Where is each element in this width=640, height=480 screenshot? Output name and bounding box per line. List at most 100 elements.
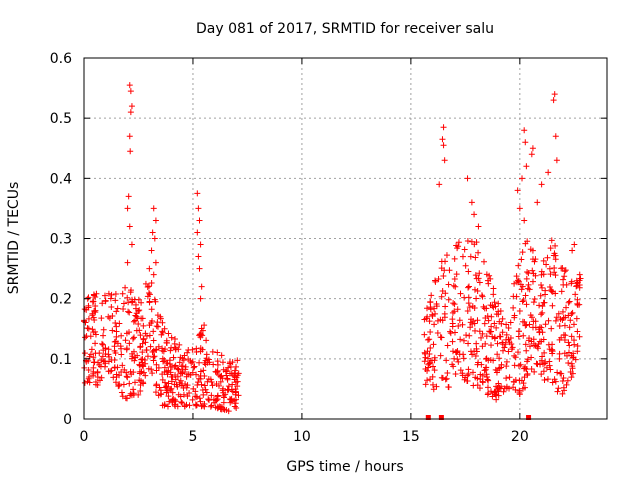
data-point: [152, 298, 159, 305]
data-point: [170, 354, 177, 361]
data-point: [436, 181, 443, 188]
data-point: [450, 282, 457, 289]
data-point: [541, 349, 548, 356]
data-point: [515, 277, 522, 284]
data-point: [558, 265, 565, 272]
data-point: [576, 301, 583, 308]
data-point: [203, 389, 210, 396]
data-point: [424, 313, 431, 320]
data-point: [478, 292, 485, 299]
data-point: [180, 391, 187, 398]
data-point: [572, 291, 579, 298]
data-point: [561, 387, 568, 394]
data-point: [130, 318, 137, 325]
data-point: [132, 379, 139, 386]
data-point: [171, 396, 178, 403]
zero-marker: [438, 415, 444, 420]
data-point: [464, 175, 471, 182]
data-point: [513, 273, 520, 280]
data-point: [465, 283, 472, 290]
data-point: [161, 364, 168, 371]
data-point: [548, 325, 555, 332]
data-point: [455, 358, 462, 365]
data-point: [451, 275, 458, 282]
data-point: [473, 348, 480, 355]
data-point: [434, 329, 441, 336]
data-point: [545, 169, 552, 176]
data-point: [152, 217, 159, 224]
data-point: [130, 369, 137, 376]
data-point: [99, 353, 106, 360]
data-point: [82, 334, 89, 341]
data-point: [132, 301, 139, 308]
data-point: [569, 363, 576, 370]
data-point: [521, 127, 528, 134]
data-point: [176, 341, 183, 348]
data-point: [549, 288, 556, 295]
data-point: [549, 302, 556, 309]
data-point: [485, 317, 492, 324]
data-point: [139, 349, 146, 356]
data-point: [214, 405, 221, 412]
data-point: [127, 88, 134, 95]
data-point: [494, 351, 501, 358]
data-point: [150, 328, 157, 335]
data-point: [197, 398, 204, 405]
data-point: [561, 350, 568, 357]
data-point: [203, 337, 210, 344]
data-point: [543, 364, 550, 371]
data-point: [447, 330, 454, 337]
data-point: [192, 393, 199, 400]
data-point: [523, 301, 530, 308]
data-point: [429, 363, 436, 370]
data-point: [567, 317, 574, 324]
data-point: [491, 320, 498, 327]
y-tick-label: 0.2: [50, 292, 72, 308]
data-point: [135, 320, 142, 327]
data-point: [92, 340, 99, 347]
data-point: [168, 378, 175, 385]
data-point: [453, 349, 460, 356]
data-point: [234, 357, 241, 364]
data-point: [465, 371, 472, 378]
data-point: [552, 242, 559, 249]
data-point: [135, 391, 142, 398]
y-tick-label: 0.1: [50, 352, 72, 368]
data-point: [559, 390, 566, 397]
data-point: [424, 336, 431, 343]
data-point: [438, 334, 445, 341]
data-point: [152, 389, 159, 396]
data-point: [84, 378, 91, 385]
data-point: [476, 279, 483, 286]
data-point: [90, 364, 97, 371]
data-point: [190, 364, 197, 371]
data-point: [531, 258, 538, 265]
data-point: [485, 280, 492, 287]
data-point: [506, 374, 513, 381]
x-tick-label: 0: [80, 429, 89, 445]
data-point: [475, 359, 482, 366]
data-point: [124, 259, 131, 266]
data-point: [573, 282, 580, 289]
data-point: [568, 374, 575, 381]
data-point: [424, 377, 431, 384]
data-point: [523, 163, 530, 170]
data-point: [114, 305, 121, 312]
data-point: [126, 380, 133, 387]
data-point: [464, 372, 471, 379]
data-point: [510, 293, 517, 300]
data-point: [562, 267, 569, 274]
data-point: [430, 341, 437, 348]
data-point: [140, 369, 147, 376]
data-point: [202, 361, 209, 368]
data-point: [472, 327, 479, 334]
data-point: [484, 313, 491, 320]
data-point: [429, 313, 436, 320]
data-point: [140, 336, 147, 343]
data-point: [439, 136, 446, 143]
data-point: [493, 311, 500, 318]
data-point: [538, 371, 545, 378]
data-point: [553, 314, 560, 321]
data-point: [431, 367, 438, 374]
data-point: [112, 297, 119, 304]
